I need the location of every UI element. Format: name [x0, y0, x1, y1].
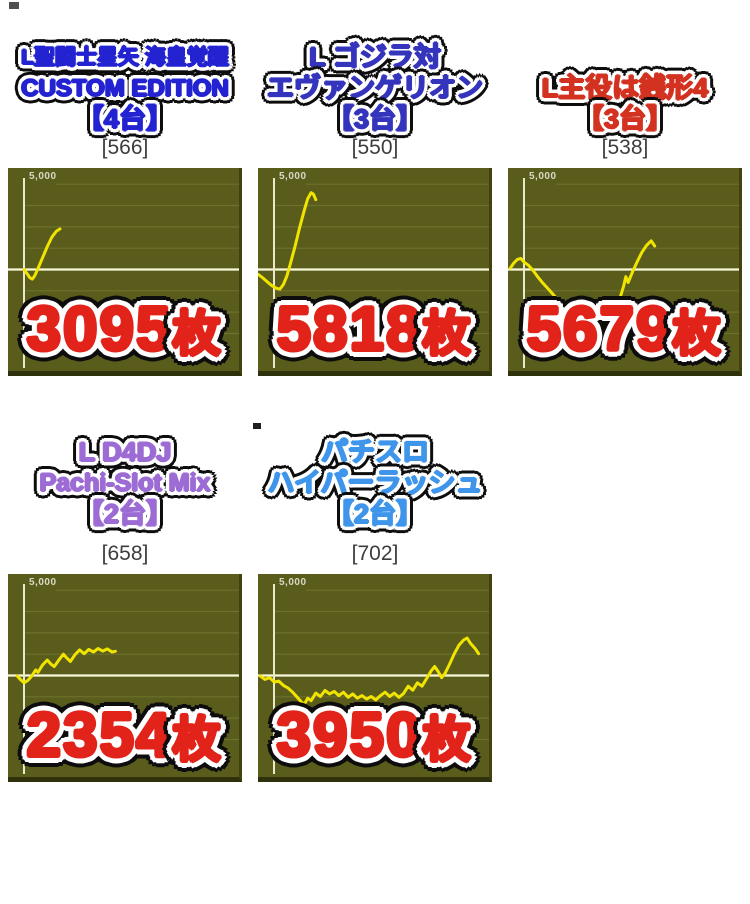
payout-unit: 枚 [422, 308, 471, 361]
payout-result: 3095枚 [27, 295, 221, 370]
y-axis-max-label: 5,000 [279, 171, 307, 182]
sample-count: [550] [351, 136, 399, 159]
machine-title: L D4DJ Pachi-Slot Mix 【2台】 [0, 433, 250, 530]
payout-chart: 5,000 5679枚 [508, 168, 742, 376]
machine-unit-count: 【3台】 [326, 104, 424, 134]
machine-unit-count: 【2台】 [76, 499, 174, 529]
panel-row-1: L聖闘士星矢 海皇覚醒 CUSTOM EDITION 【4台】 [566] 5,… [0, 0, 750, 376]
payout-value: 3950 [276, 701, 423, 770]
machine-title-line: L D4DJ [78, 437, 172, 467]
line-chart-svg [258, 584, 489, 774]
y-axis-max-label: 5,000 [529, 171, 557, 182]
payout-unit: 枚 [422, 714, 471, 767]
machine-title-line: CUSTOM EDITION [21, 75, 229, 102]
payout-result: 5818枚 [277, 295, 471, 370]
line-chart-svg [8, 178, 239, 368]
machine-panel-seiya: L聖闘士星矢 海皇覚醒 CUSTOM EDITION 【4台】 [566] 5,… [0, 38, 250, 376]
machine-title-line: L主役は銭形4 [541, 73, 709, 103]
line-chart-svg [508, 178, 739, 368]
payout-result: 3950枚 [277, 701, 471, 776]
sample-count: [658] [101, 542, 149, 565]
sample-count: [538] [601, 136, 649, 159]
corner-artifact-square [9, 2, 19, 9]
machine-title-line: パチスロ [321, 437, 429, 467]
payout-unit: 枚 [672, 308, 721, 361]
machine-title-line: L ゴジラ対 [309, 42, 441, 72]
payout-unit: 枚 [172, 714, 221, 767]
line-chart-svg [258, 178, 489, 368]
payout-value: 3095 [26, 295, 173, 364]
machine-title-line: エヴァンゲリオン [267, 73, 483, 103]
machine-title: L ゴジラ対 エヴァンゲリオン 【3台】 [250, 38, 500, 135]
payout-unit: 枚 [172, 308, 221, 361]
payout-value: 5818 [276, 295, 423, 364]
line-chart-svg [8, 584, 239, 774]
machine-unit-count: 【2台】 [326, 499, 424, 529]
y-axis-max-label: 5,000 [279, 577, 307, 588]
machine-panel-hyper-rush: パチスロ ハイパーラッシュ 【2台】 [702] 5,000 3950枚 [250, 433, 500, 782]
payout-value: 2354 [26, 701, 173, 770]
panel-row-2: L D4DJ Pachi-Slot Mix 【2台】 [658] 5,000 2… [0, 376, 750, 782]
machine-title-line: L聖闘士星矢 海皇覚醒 [21, 46, 229, 69]
payout-value: 5679 [526, 295, 673, 364]
machine-title-line: Pachi-Slot Mix [39, 469, 211, 497]
corner-artifact-square [253, 423, 261, 429]
payout-result: 2354枚 [27, 701, 221, 776]
machine-title: L聖闘士星矢 海皇覚醒 CUSTOM EDITION 【4台】 [0, 38, 250, 135]
payout-result: 5679枚 [527, 295, 721, 370]
machine-unit-count: 【3台】 [576, 104, 674, 134]
sample-count: [702] [351, 542, 399, 565]
machine-panel-d4dj: L D4DJ Pachi-Slot Mix 【2台】 [658] 5,000 2… [0, 433, 250, 782]
y-axis-max-label: 5,000 [29, 577, 57, 588]
payout-chart: 5,000 3950枚 [258, 574, 492, 782]
payout-chart: 5,000 5818枚 [258, 168, 492, 376]
machine-panel-godzilla-eva: L ゴジラ対 エヴァンゲリオン 【3台】 [550] 5,000 5818枚 [250, 38, 500, 376]
machine-unit-count: 【4台】 [76, 104, 174, 134]
payout-chart: 5,000 3095枚 [8, 168, 242, 376]
sample-count: [566] [101, 136, 149, 159]
machine-title-line: ハイパーラッシュ [267, 468, 483, 498]
payout-chart: 5,000 2354枚 [8, 574, 242, 782]
y-axis-max-label: 5,000 [29, 171, 57, 182]
machine-title: L主役は銭形4 【3台】 [500, 38, 750, 135]
machine-title: パチスロ ハイパーラッシュ 【2台】 [250, 433, 500, 530]
machine-panel-zenigata: L主役は銭形4 【3台】 [538] 5,000 5679枚 [500, 38, 750, 376]
